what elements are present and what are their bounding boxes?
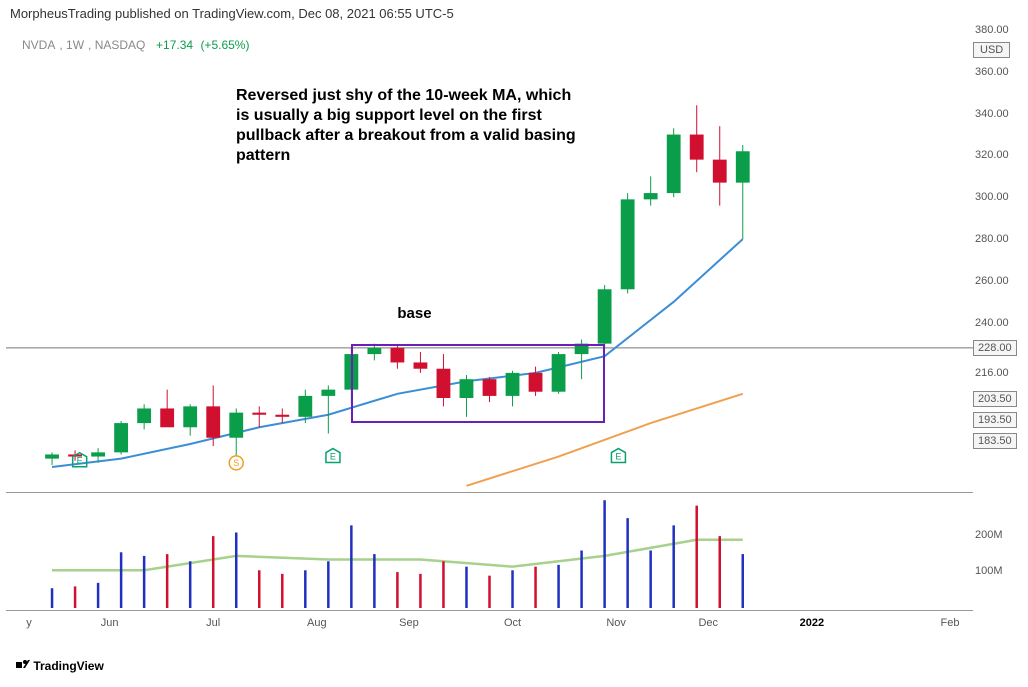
logo-icon [16,658,30,672]
y-tick: 360.00 [975,66,1009,78]
svg-text:S: S [233,458,239,468]
y-tick: 260.00 [975,275,1009,287]
publish-header: MorpheusTrading published on TradingView… [10,6,454,21]
y-tick: 280.00 [975,233,1009,245]
volume-chart[interactable] [6,492,973,607]
tradingview-logo: TradingView [16,658,104,673]
y-price-box: 203.50 [973,391,1017,407]
svg-text:E: E [615,452,621,462]
y-tick: 240.00 [975,317,1009,329]
price-chart[interactable]: E S E E base Reversed just shy of the 10-we… [6,30,973,490]
x-tick: Aug [307,617,327,629]
x-tick: y [26,617,32,629]
y-price-box: 228.00 [973,340,1017,356]
y-tick: 216.00 [975,367,1009,379]
x-tick: Dec [698,617,718,629]
y-top-label: 380.00 [975,24,1009,36]
x-tick: Oct [504,617,521,629]
y-price-box: 183.50 [973,433,1017,449]
y-tick: 340.00 [975,108,1009,120]
main-annotation: Reversed just shy of the 10-week MA, whi… [236,86,576,166]
currency-label: USD [973,42,1010,58]
x-tick: 2022 [800,617,824,629]
base-label: base [397,305,431,322]
x-tick: Jun [101,617,119,629]
svg-text:E: E [77,456,83,466]
time-x-axis: y Jun Jul Aug Sep Oct Nov Dec 2022 Feb [6,610,973,635]
svg-text:E: E [330,452,336,462]
vol-tick: 200M [975,529,1003,541]
brand-text: TradingView [33,659,103,673]
x-tick: Jul [206,617,220,629]
x-tick: Sep [399,617,419,629]
price-y-axis: 380.00 USD 360.00340.00320.00300.00280.0… [975,30,1025,490]
vol-tick: 100M [975,565,1003,577]
volume-svg [6,493,973,608]
x-tick: Feb [940,617,959,629]
y-price-box: 193.50 [973,412,1017,428]
x-tick: Nov [606,617,626,629]
y-tick: 300.00 [975,191,1009,203]
y-tick: 320.00 [975,149,1009,161]
base-rectangle [351,344,604,423]
volume-y-axis: 200M 100M [975,492,1025,607]
